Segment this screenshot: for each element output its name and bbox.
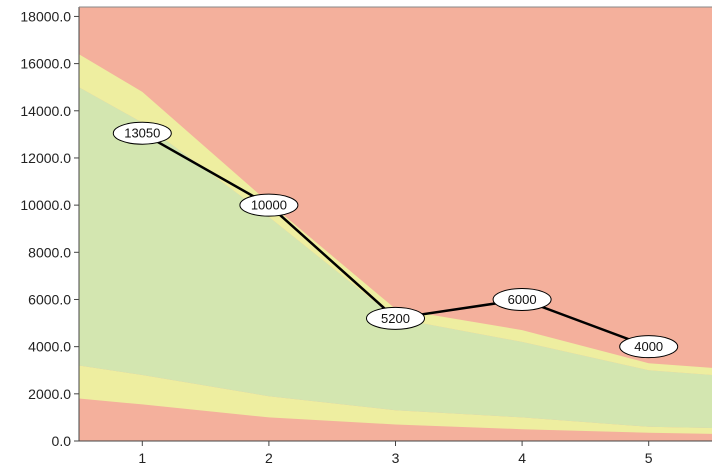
data-label-bubble [492, 287, 552, 311]
data-label: 10000 [239, 193, 299, 217]
data-label-bubble [239, 193, 299, 217]
data-label-bubble [112, 121, 172, 145]
data-label-text: 4000 [634, 339, 663, 354]
y-tick-label: 0.0 [52, 433, 72, 449]
data-label-text: 13050 [124, 126, 160, 141]
data-label-text: 5200 [381, 311, 410, 326]
data-label: 6000 [492, 287, 552, 311]
data-label-bubble [619, 335, 679, 359]
data-label: 4000 [619, 335, 679, 359]
x-tick-label: 2 [265, 450, 273, 466]
y-tick-label: 18000.0 [20, 8, 71, 24]
y-tick-label: 2000.0 [28, 386, 71, 402]
y-tick-label: 4000.0 [28, 339, 71, 355]
x-tick-label: 4 [518, 450, 526, 466]
data-labels: 13050 10000 5200 6000 4000 [112, 121, 679, 359]
band-3 [79, 87, 712, 428]
background-bands [79, 7, 712, 441]
y-tick-label: 10000.0 [20, 197, 71, 213]
y-tick-label: 6000.0 [28, 291, 71, 307]
data-label: 5200 [366, 306, 425, 330]
data-label-text: 6000 [508, 292, 537, 307]
x-tick-label: 5 [645, 450, 653, 466]
axes: 0.0 2000.0 4000.0 6000.0 8000.0 10000.0 12000.… [20, 6, 712, 466]
y-tick-label: 16000.0 [20, 56, 71, 72]
y-tick-label: 8000.0 [28, 244, 71, 260]
x-tick-label: 3 [392, 450, 400, 466]
band-2 [79, 365, 712, 434]
band-1 [79, 398, 712, 441]
x-tick-label: 1 [138, 450, 146, 466]
y-tick-label: 14000.0 [20, 103, 71, 119]
y-tick-label: 12000.0 [20, 150, 71, 166]
data-label: 13050 [112, 121, 172, 145]
data-label-bubble [366, 306, 425, 330]
data-label-text: 10000 [251, 198, 287, 213]
